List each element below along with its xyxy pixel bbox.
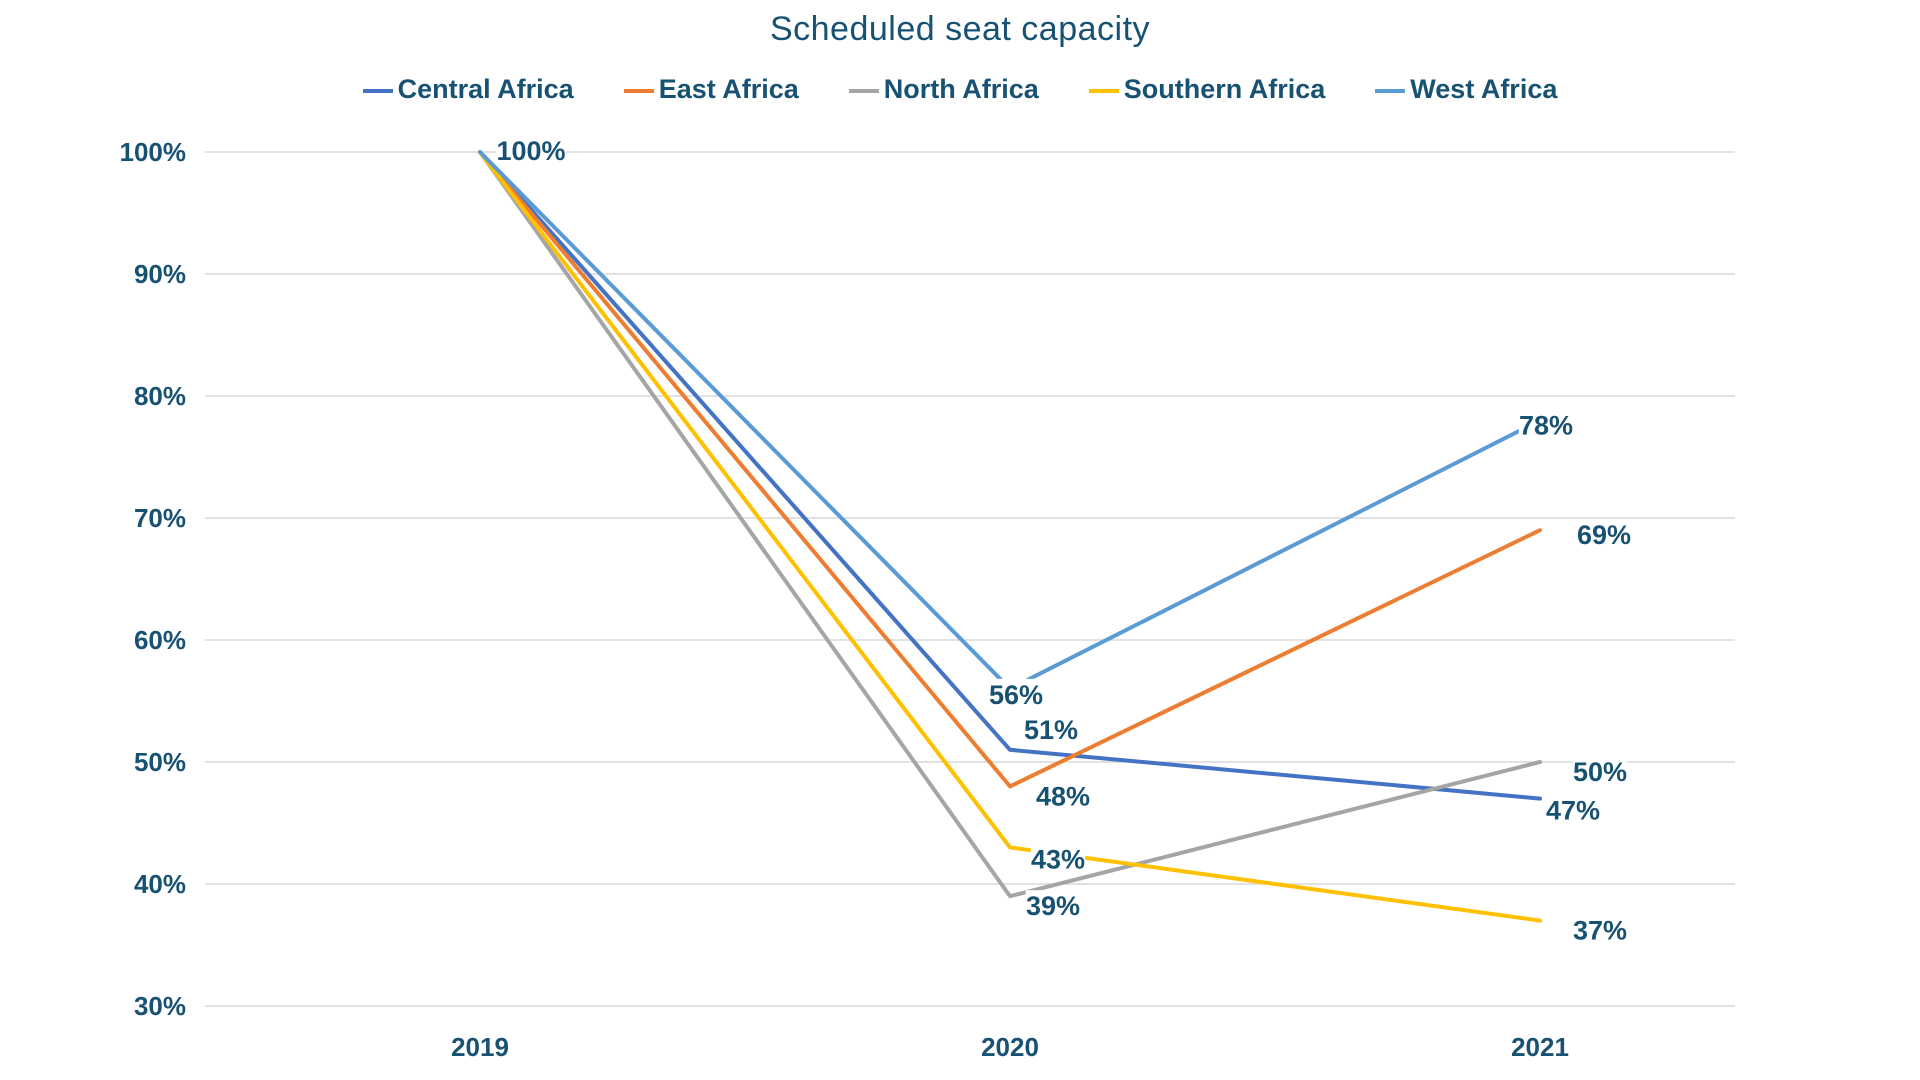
data-label: 48% [1036,781,1090,811]
data-label-bg [1035,780,1091,811]
data-label: 50% [1573,757,1627,787]
data-label-bg [496,135,566,165]
y-tick-label: 40% [134,869,186,899]
y-tick-label: 50% [134,747,186,777]
chart-legend: Central Africa East Africa North Africa … [0,74,1920,105]
series-line-central-africa [478,150,1542,801]
y-tick-label: 60% [134,625,186,655]
data-label-bg [1545,794,1601,825]
data-label-bg [988,678,1044,709]
data-label-bg [1518,409,1574,440]
data-label: 100% [496,136,565,166]
data-label: 78% [1519,410,1573,440]
legend-item-north-africa: North Africa [848,74,1039,105]
legend-line-icon [1088,88,1119,93]
data-label: 56% [989,680,1043,710]
data-label: 47% [1546,796,1600,826]
data-label: 39% [1026,891,1080,921]
y-tick-label: 100% [120,137,187,167]
legend-line-icon [362,88,393,93]
data-label-bg [1572,914,1628,945]
legend-item-southern-africa: Southern Africa [1088,74,1326,105]
y-tick-label: 90% [134,259,186,289]
legend-item-east-africa: East Africa [623,74,799,105]
legend-item-central-africa: Central Africa [362,74,574,105]
series-line-north-africa [478,150,1542,899]
x-tick-label: 2020 [981,1032,1039,1062]
legend-line-icon [848,88,879,93]
x-tick-label: 2019 [451,1032,509,1062]
legend-line-icon [1375,88,1406,93]
y-tick-label: 80% [134,381,186,411]
data-label-bg [1025,890,1081,921]
data-label-bg [1576,519,1632,550]
data-label: 43% [1031,844,1085,874]
series-line-east-africa [478,150,1542,789]
data-label: 51% [1024,715,1078,745]
chart-title: Scheduled seat capacity [769,10,1151,48]
data-label-bg [1023,713,1079,744]
legend-line-icon [623,88,654,93]
series-line-southern-africa [478,150,1542,923]
legend-item-label: Central Africa [397,74,574,104]
data-label: 37% [1573,916,1627,946]
legend-item-west-africa: West Africa [1375,74,1557,105]
data-label: 69% [1577,520,1631,550]
legend-item-label: North Africa [883,74,1039,104]
legend-item-label: East Africa [658,74,799,104]
data-label-bg [1572,756,1628,786]
x-tick-label: 2021 [1511,1032,1569,1062]
legend-item-label: Southern Africa [1123,74,1326,104]
data-label-bg [1030,843,1086,874]
y-tick-label: 30% [134,991,186,1021]
legend-item-label: West Africa [1410,74,1558,104]
y-tick-label: 70% [134,503,186,533]
